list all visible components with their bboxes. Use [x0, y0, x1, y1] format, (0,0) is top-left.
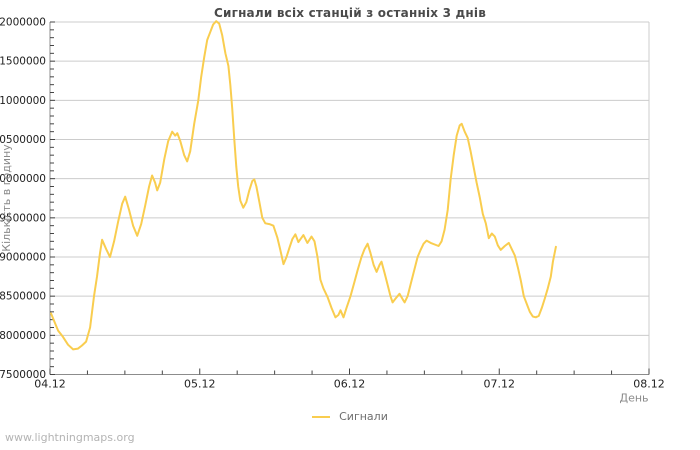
y-tick-label: 10000000	[0, 173, 46, 185]
legend-series-label: Сигнали	[339, 410, 388, 423]
y-tick-label: 8000000	[0, 330, 46, 342]
y-tick-label: 12000000	[0, 17, 46, 29]
chart-title: Сигнали всіх станцій з останніх 3 днів	[213, 6, 487, 20]
watermark-url: www.lightningmaps.org	[5, 431, 135, 444]
x-tick-label: 05.12	[184, 378, 216, 391]
y-tick-label: 7500000	[0, 369, 46, 381]
legend: Сигнали	[0, 410, 700, 423]
y-axis-title: Кількість в годину	[0, 144, 13, 252]
y-tick-label: 10500000	[0, 134, 46, 146]
x-tick-label: 08.12	[633, 378, 665, 391]
x-tick-label: 04.12	[34, 378, 66, 391]
y-tick-label: 8500000	[0, 291, 46, 303]
y-tick-label: 11000000	[0, 95, 46, 107]
legend-line-swatch	[312, 415, 331, 418]
x-tick-label: 07.12	[484, 378, 516, 391]
y-tick-label: 9500000	[0, 212, 46, 224]
y-tick-label: 11500000	[0, 56, 46, 68]
x-tick-label: 06.12	[334, 378, 366, 391]
y-tick-label: 9000000	[0, 252, 46, 264]
signals-series-line	[50, 20, 557, 351]
x-axis-title: День	[619, 392, 648, 405]
